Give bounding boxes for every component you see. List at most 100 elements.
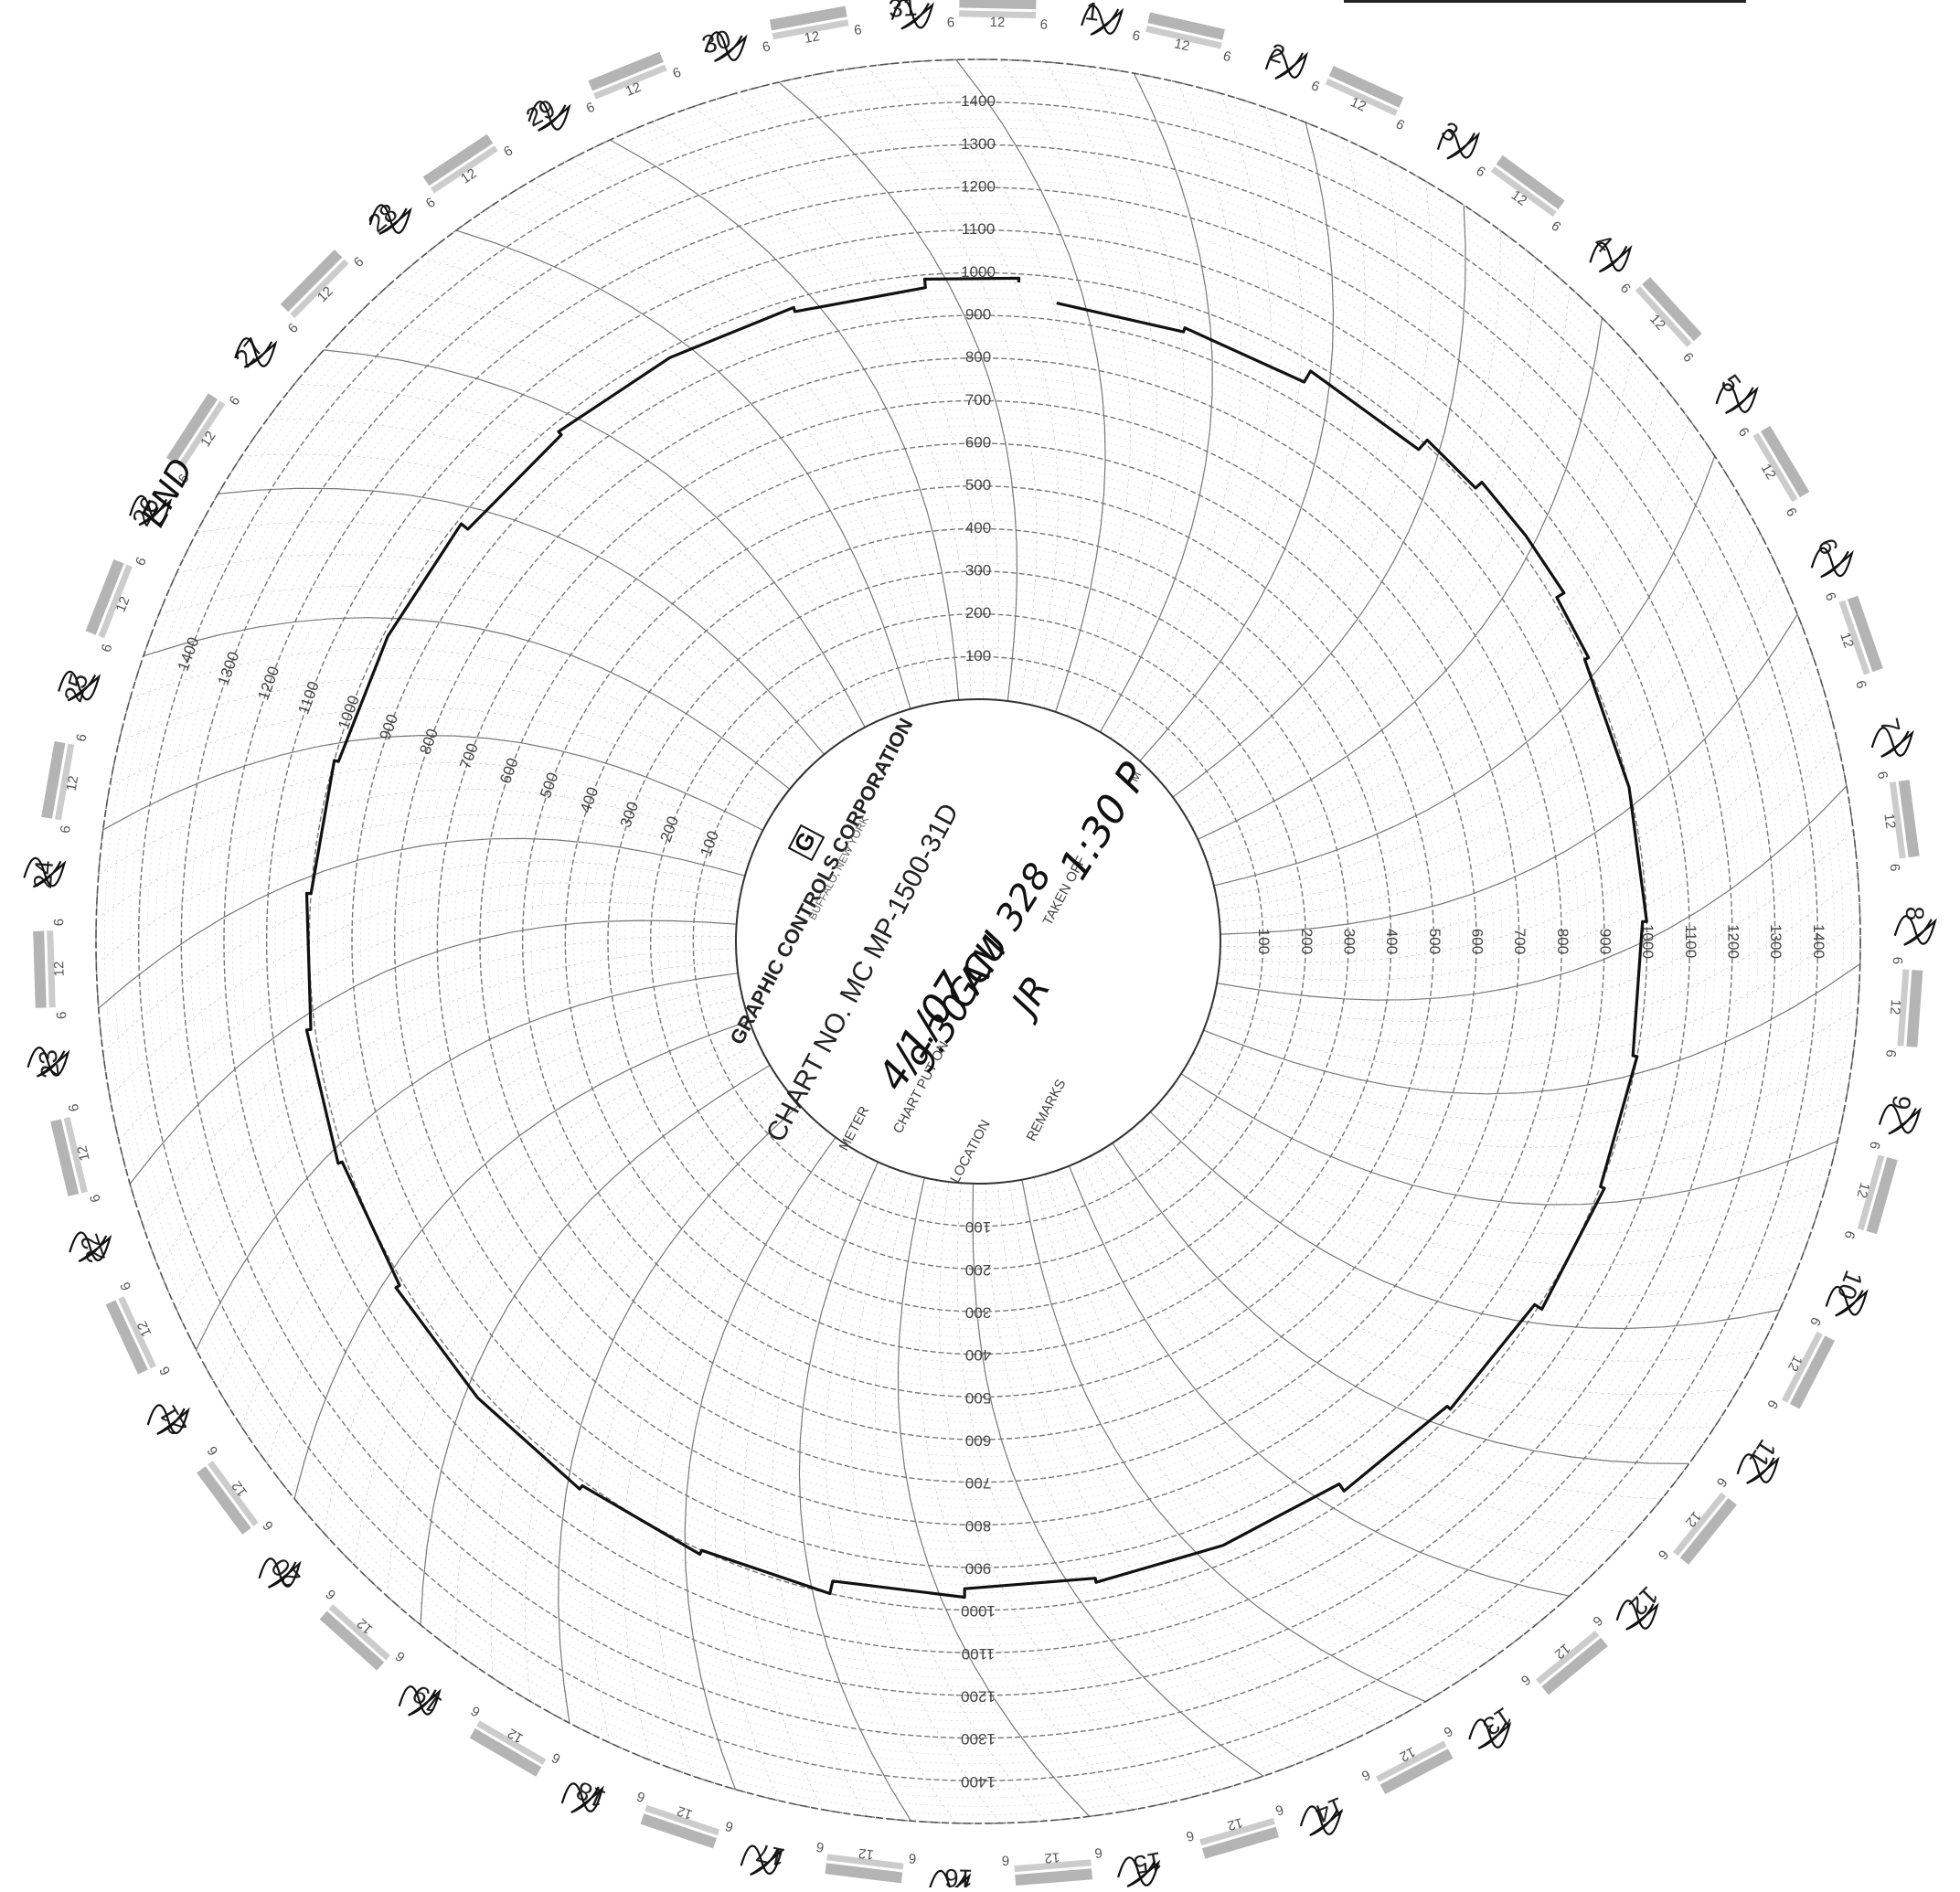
- day-stamp-bar: [1761, 425, 1810, 498]
- quarter-day-line: [1148, 140, 1366, 771]
- scale-label: 100: [965, 647, 991, 664]
- day-line: [558, 1104, 800, 1724]
- scale-label: 1100: [1682, 925, 1699, 959]
- initials-signature: [368, 204, 412, 235]
- quarter-day-line: [267, 419, 845, 740]
- quarter-day-line: [623, 1121, 817, 1761]
- initials-signature: [1810, 547, 1854, 579]
- hour-label: 6: [1185, 1827, 1196, 1844]
- initials-signature: [890, 0, 934, 30]
- quarter-day-line: [735, 92, 1000, 700]
- initials-signature: [1736, 1453, 1780, 1484]
- grid-circle-minor: [292, 255, 1665, 1628]
- day-line: [778, 81, 1018, 702]
- quarter-day-line: [850, 1171, 1001, 1823]
- day-stamp-bar: [1866, 1157, 1898, 1235]
- day-stamp-bar: [1789, 1335, 1836, 1409]
- quarter-day-line: [176, 961, 737, 1310]
- quarter-day-line: [1218, 741, 1838, 981]
- quarter-day-line: [266, 1008, 746, 1464]
- day-stamp-bar: [644, 1804, 720, 1836]
- grid-circle-minor: [283, 247, 1673, 1636]
- quarter-day-line: [1208, 919, 1860, 1069]
- day-line: [196, 973, 739, 1350]
- quarter-day-line: [570, 159, 947, 702]
- scale-label: 1300: [961, 1730, 996, 1748]
- day-line: [798, 1162, 912, 1822]
- hour-label: 6: [423, 195, 439, 212]
- recorded-trace: [304, 276, 1648, 1600]
- quarter-day-line: [323, 1032, 754, 1533]
- day-stamp-bar: [769, 5, 847, 31]
- day-line: [420, 1064, 771, 1625]
- hour-label: 6: [392, 1648, 408, 1664]
- day-label-1: 1: [1083, 0, 1101, 27]
- initials-signature: [928, 1869, 972, 1892]
- day-stamp-bar: [41, 740, 66, 819]
- quarter-day-line: [1120, 93, 1273, 746]
- day-stamp-bar: [1897, 969, 1910, 1047]
- quarter-day-line: [1210, 419, 1690, 875]
- hour-label: 6: [1679, 349, 1696, 365]
- scale-label: 1200: [961, 1688, 996, 1706]
- grid-circle-major: [223, 186, 1733, 1696]
- day-stamp-bar: [476, 1720, 547, 1765]
- quarter-day-line: [1057, 1170, 1536, 1626]
- grid-circle-minor: [727, 690, 1230, 1193]
- day-stamp-bar: [1838, 600, 1870, 675]
- grid-circle-minor: [130, 93, 1827, 1790]
- day-stamp-bar: [1541, 1637, 1608, 1695]
- quarter-day-line: [386, 1054, 764, 1596]
- grid-circle-minor: [658, 622, 1298, 1261]
- day-stamp-bar: [290, 259, 349, 319]
- initials-signature: [704, 31, 748, 62]
- hour-label: 12: [1397, 1744, 1418, 1765]
- scale-label: 1100: [294, 679, 322, 717]
- scale-label: 500: [965, 476, 991, 494]
- hour-label: 6: [1822, 590, 1839, 603]
- day-stamp-bar: [826, 1854, 904, 1870]
- day-line: [1021, 1179, 1426, 1703]
- grid-circle-major: [521, 484, 1435, 1398]
- day-stamp-bar: [1752, 432, 1798, 503]
- quarter-day-line: [591, 1112, 808, 1743]
- initials-signature: [1870, 727, 1914, 758]
- hour-label: 6: [227, 393, 244, 409]
- hour-label: 12: [505, 1725, 526, 1746]
- day-line: [897, 1177, 1091, 1817]
- initials-signature: [1299, 1805, 1343, 1837]
- day-line: [455, 229, 911, 709]
- day-line: [1217, 785, 1848, 1001]
- grid-circle-minor: [573, 537, 1383, 1346]
- scale-label: 900: [377, 712, 402, 742]
- day-stamp-bar: [1201, 1826, 1279, 1859]
- quarter-day-line: [1216, 494, 1739, 898]
- hour-label: 6: [1713, 1474, 1731, 1490]
- hour-label: 6: [1131, 27, 1141, 44]
- day-stamp-bar: [1328, 66, 1404, 108]
- initials-signature: [1715, 383, 1759, 415]
- grid-circle-minor: [300, 263, 1656, 1620]
- grid-circle-minor: [121, 84, 1836, 1799]
- initials-signature: [1615, 1600, 1659, 1631]
- day-stamp-bar: [1014, 1859, 1092, 1873]
- day-stamp-bar: [118, 1296, 156, 1369]
- hour-label: 6: [323, 1586, 339, 1602]
- grid-circle-minor: [633, 596, 1324, 1287]
- quarter-day-line: [1080, 1161, 1603, 1566]
- quarter-day-line: [919, 1180, 1134, 1811]
- day-stamp-bar: [280, 250, 343, 313]
- day-stamp-bar: [825, 1863, 903, 1884]
- hour-label: 6: [156, 1364, 174, 1377]
- quarter-day-line: [939, 1181, 1178, 1802]
- hour-label: 12: [64, 774, 82, 792]
- grid-circle-minor: [428, 391, 1529, 1492]
- quarter-day-line: [1166, 1093, 1814, 1266]
- day-stamp-bar: [197, 1466, 251, 1535]
- quarter-day-line: [1130, 106, 1303, 754]
- quarter-day-line: [772, 1156, 868, 1817]
- scale-label: 300: [617, 800, 643, 830]
- day-line: [102, 734, 763, 831]
- scale-label: 900: [1597, 929, 1614, 954]
- hour-label: 6: [205, 1443, 222, 1458]
